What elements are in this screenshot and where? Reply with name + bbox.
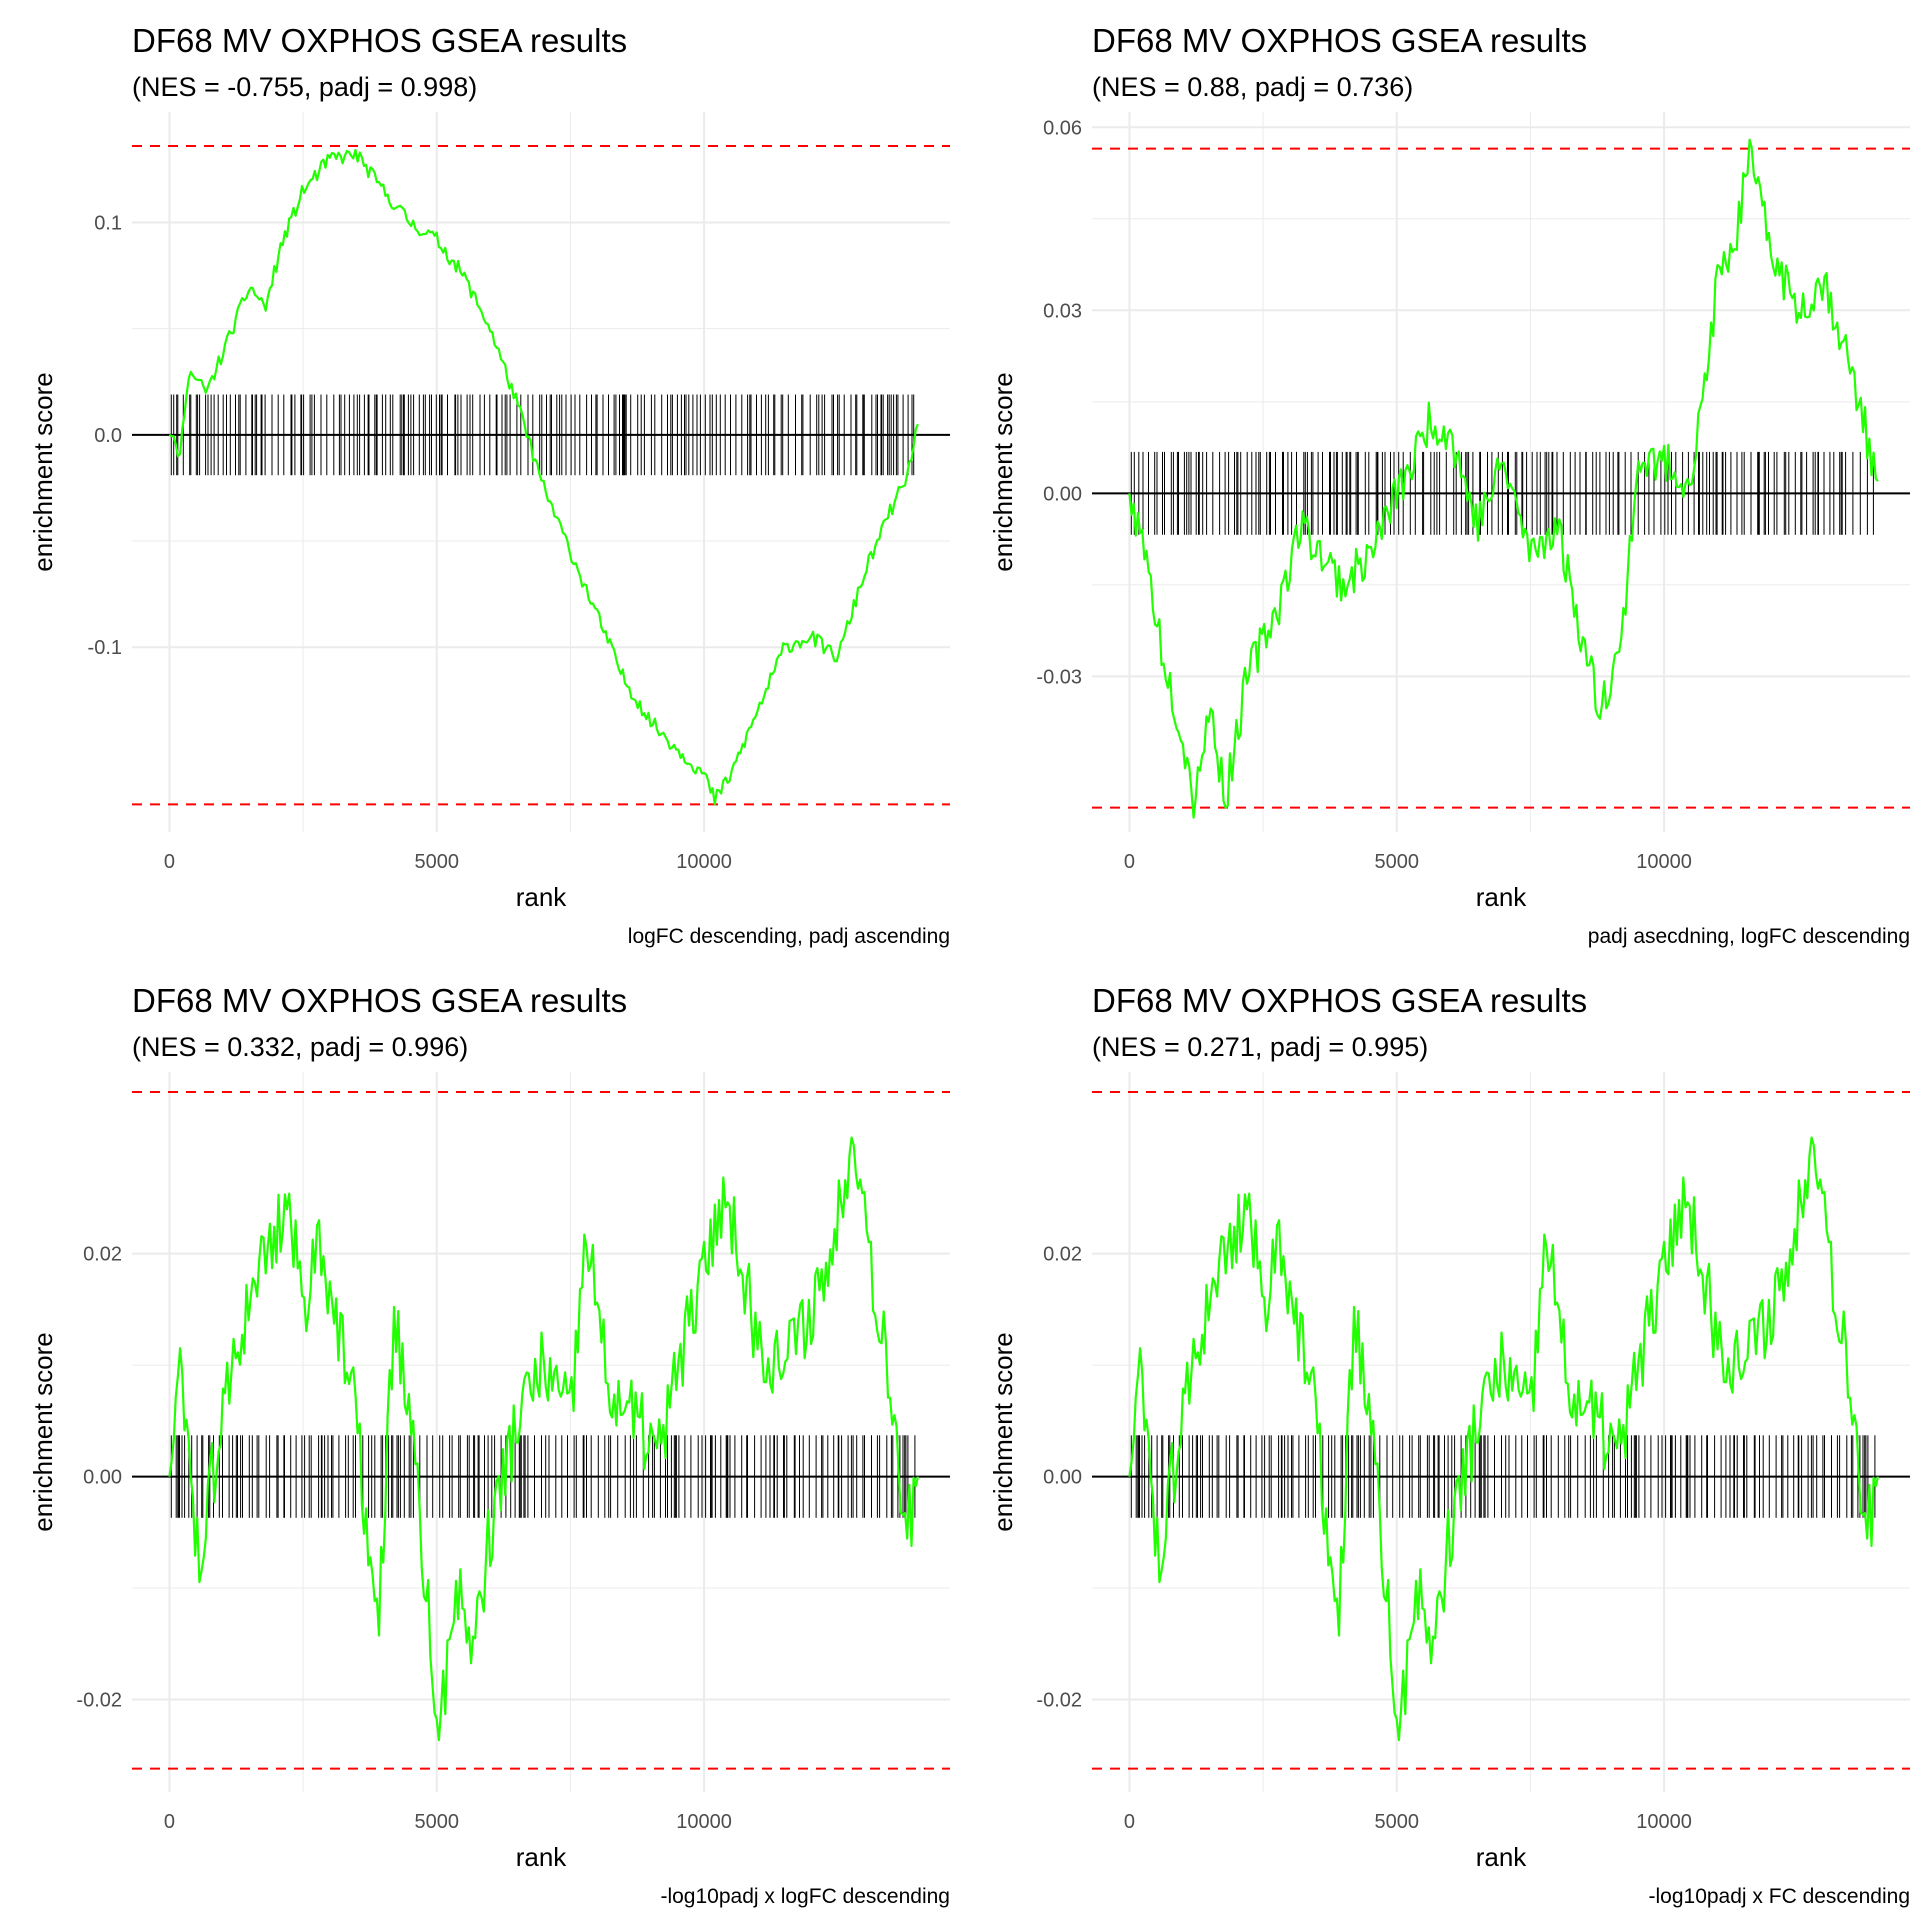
gsea-panel-top-right: DF68 MV OXPHOS GSEA results (NES = 0.88,… <box>960 0 1920 960</box>
y-tick-label: 0.00 <box>1043 1467 1082 1489</box>
chart-title: DF68 MV OXPHOS GSEA results <box>132 22 628 59</box>
chart-caption: -log10padj x FC descending <box>1648 1885 1911 1908</box>
x-tick-label: 5000 <box>414 851 459 873</box>
y-axis-title: enrichment score <box>28 372 58 571</box>
y-tick-label: 0.03 <box>1043 300 1082 322</box>
chart-subtitle: (NES = 0.332, padj = 0.996) <box>132 1032 469 1062</box>
x-tick-label: 10000 <box>1636 851 1692 873</box>
y-axis-title: enrichment score <box>28 1332 58 1531</box>
x-axis-title: rank <box>1476 1842 1528 1872</box>
chart-caption: -log10padj x logFC descending <box>660 1885 950 1908</box>
y-tick-label: 0.00 <box>83 1467 122 1489</box>
gsea-plot: 0 5000 10000 -0.02 0.00 0.02 rank enrichment sc… <box>28 1072 950 1872</box>
enrichment-curve <box>1128 1136 1879 1742</box>
y-tick-label: 0.00 <box>1043 483 1082 505</box>
x-tick-label: 5000 <box>414 1811 459 1833</box>
gsea-plot: 0 5000 10000 -0.03 0.00 0.03 0.06 rank enrichmen… <box>988 112 1910 912</box>
x-axis-title: rank <box>516 1842 568 1872</box>
x-axis-title: rank <box>1476 882 1528 912</box>
x-tick-label: 5000 <box>1374 1811 1419 1833</box>
y-tick-label: 0.02 <box>1043 1244 1082 1266</box>
y-tick-label: -0.03 <box>1036 666 1082 688</box>
gsea-panel-bottom-right: DF68 MV OXPHOS GSEA results (NES = 0.271… <box>960 960 1920 1920</box>
y-tick-label: 0.1 <box>94 212 122 234</box>
x-tick-label: 10000 <box>676 1811 732 1833</box>
x-tick-label: 5000 <box>1374 851 1419 873</box>
y-axis-title: enrichment score <box>988 372 1018 571</box>
y-tick-label: -0.1 <box>88 637 122 659</box>
gsea-panel-bottom-left: DF68 MV OXPHOS GSEA results (NES = 0.332… <box>0 960 960 1920</box>
chart-caption: padj asecdning, logFC descending <box>1587 925 1910 948</box>
chart-subtitle: (NES = -0.755, padj = 0.998) <box>132 72 478 102</box>
x-axis-title: rank <box>516 882 568 912</box>
chart-title: DF68 MV OXPHOS GSEA results <box>1092 22 1588 59</box>
gsea-plot: 0 5000 10000 -0.02 0.00 0.02 rank enrichment sc… <box>988 1072 1910 1872</box>
y-tick-label: 0.06 <box>1043 117 1082 139</box>
enrichment-curve <box>168 148 919 806</box>
x-tick-label: 0 <box>164 1811 175 1833</box>
x-tick-label: 10000 <box>676 851 732 873</box>
chart-subtitle: (NES = 0.271, padj = 0.995) <box>1092 1032 1429 1062</box>
enrichment-curve <box>168 1136 919 1742</box>
enrichment-curve <box>1128 138 1879 819</box>
chart-title: DF68 MV OXPHOS GSEA results <box>132 982 628 1019</box>
x-tick-label: 0 <box>1124 1811 1135 1833</box>
chart-subtitle: (NES = 0.88, padj = 0.736) <box>1092 72 1414 102</box>
chart-caption: logFC descending, padj ascending <box>627 925 950 948</box>
y-tick-label: 0.02 <box>83 1244 122 1266</box>
gsea-panel-top-left: DF68 MV OXPHOS GSEA results (NES = -0.75… <box>0 0 960 960</box>
x-tick-label: 0 <box>1124 851 1135 873</box>
gsea-plot: 0 5000 10000 -0.1 0.0 0.1 rank enrichment score <box>28 112 950 912</box>
y-tick-label: -0.02 <box>1036 1689 1082 1711</box>
y-tick-label: 0.0 <box>94 425 122 447</box>
x-tick-label: 0 <box>164 851 175 873</box>
y-axis-title: enrichment score <box>988 1332 1018 1531</box>
x-tick-label: 10000 <box>1636 1811 1692 1833</box>
chart-title: DF68 MV OXPHOS GSEA results <box>1092 982 1588 1019</box>
y-tick-label: -0.02 <box>76 1689 122 1711</box>
